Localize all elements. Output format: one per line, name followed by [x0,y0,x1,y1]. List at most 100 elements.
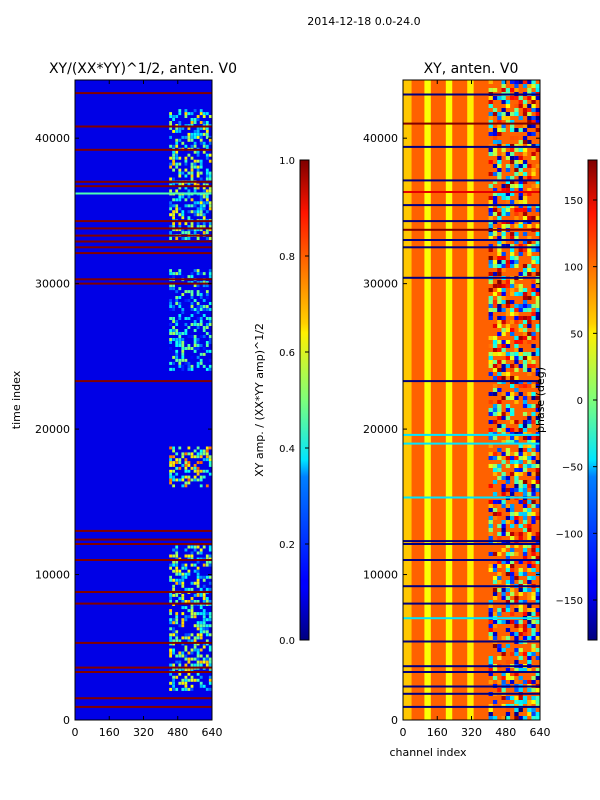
phase-cell [522,160,528,164]
amplitude-cell [202,225,206,229]
amplitude-heatmap [75,80,212,720]
phase-cell [505,176,511,180]
amplitude-cell [190,144,194,148]
amplitude-cell [202,213,206,217]
phase-cell [510,508,515,512]
amplitude-cell [178,341,182,344]
amplitude-cell [196,648,200,652]
amplitude-cell [172,118,175,121]
phase-cell [518,284,523,288]
amplitude-cell [196,207,200,211]
amplitude-cell [187,290,191,294]
phase-cell [527,656,532,660]
phase-cell [497,160,502,164]
amplitude-cell [184,461,188,464]
amplitude-cell [181,606,185,610]
phase-cell [535,108,540,112]
amplitude-cell [193,349,197,353]
phase-cell [514,488,519,492]
phase-band [403,540,540,543]
phase-cell [522,356,528,360]
phase-cell [518,676,523,680]
phase-cell [488,256,493,260]
phase-cell [522,384,528,388]
phase-cell [505,636,511,640]
amplitude-cell [178,109,182,113]
amplitude-cell [178,269,182,273]
phase-cell [518,340,523,344]
phase-cell [505,180,511,184]
amplitude-cell [193,569,197,573]
amplitude-cell [202,126,206,130]
amplitude-cell [178,129,182,133]
phase-cell [510,292,515,296]
phase-cell [492,200,498,204]
phase-cell [492,412,498,416]
phase-cell [518,348,523,352]
phase-cell [488,160,493,164]
phase-cell [488,116,493,120]
phase-cell [522,560,528,564]
amplitude-cell [169,204,172,208]
phase-cell [492,452,498,456]
amplitude-cell [202,272,206,276]
amplitude-cell [208,464,212,467]
phase-cell [531,344,536,348]
amplitude-band [75,543,212,545]
phase-cell [531,444,536,448]
amplitude-cell [205,171,209,175]
phase-cell [531,284,536,288]
amplitude-cell [169,672,172,676]
amplitude-cell [202,344,206,347]
amplitude-cell [175,466,179,470]
phase-cell [488,656,493,660]
amplitude-cell [193,204,197,208]
amplitude-cell [208,275,212,279]
phase-cell [531,244,536,248]
figure-title: 2014-12-18 0.0-24.0 [307,15,420,28]
amplitude-cell [187,475,191,479]
phase-cell [522,520,528,524]
amplitude-cell [205,121,209,124]
amplitude-cell [181,141,185,145]
amplitude-cell [190,308,194,311]
phase-cell [488,636,493,640]
phase-cell [518,116,523,120]
phase-cell [488,120,493,124]
amplitude-cell [208,554,212,558]
amplitude-cell [187,329,191,332]
phase-band [403,239,540,241]
phase-cell [505,364,511,368]
phase-cell [535,396,540,400]
amplitude-cell [196,332,200,335]
amplitude-cell [205,630,209,634]
phase-cell [535,224,540,228]
phase-cell [492,592,498,596]
amplitude-cell [184,358,188,362]
phase-cell [531,84,536,88]
amplitude-cell [169,627,172,631]
amplitude-cell [202,469,206,473]
phase-cell [510,600,515,604]
amplitude-cell [187,651,191,655]
amplitude-cell [172,287,175,291]
phase-cell [527,116,532,120]
phase-cell [505,508,511,512]
phase-cell [535,388,540,392]
phase-cell [488,100,493,104]
phase-cell [514,320,519,324]
amplitude-cell [202,314,206,317]
phase-cell [518,200,523,204]
phase-cell [514,660,519,664]
phase-cell [488,412,493,416]
amplitude-cell [175,338,179,341]
phase-cell [514,216,519,220]
amplitude-cell [181,183,185,187]
phase-cell [492,512,498,516]
phase-cell [492,676,498,680]
amplitude-cell [205,352,209,356]
phase-cell [497,536,502,540]
amplitude-cell [184,162,188,166]
amplitude-cell [205,367,209,371]
amplitude-cell [169,458,172,462]
